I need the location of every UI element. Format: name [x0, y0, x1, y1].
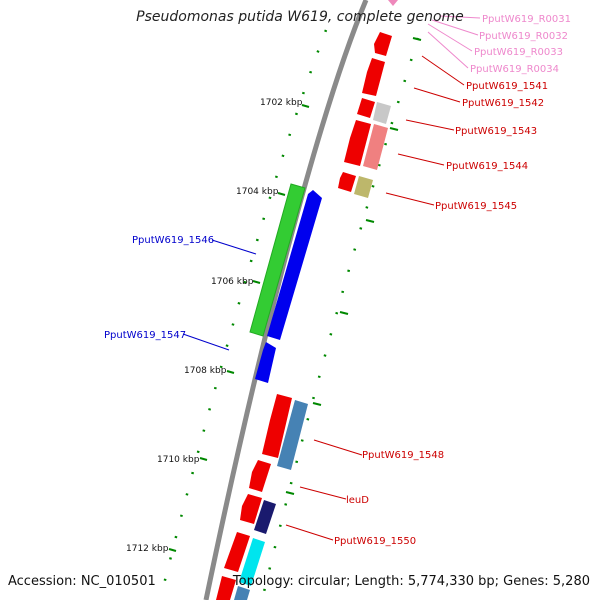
label-r0032: PputW619_R0032 — [479, 31, 568, 42]
leader-1542 — [413, 87, 461, 103]
feature-1544a[interactable] — [344, 120, 371, 166]
tick-outer-2 — [389, 127, 399, 131]
feature-leud-b[interactable] — [240, 494, 262, 524]
feature-1545b[interactable] — [354, 176, 373, 198]
label-1543: PputW619_1543 — [455, 126, 537, 137]
accession-text: Accession: NC_010501 — [8, 574, 156, 589]
leader-1543 — [405, 119, 455, 131]
feature-leud-c[interactable] — [254, 500, 276, 534]
label-r0033: PputW619_R0033 — [474, 47, 563, 58]
feature-1547b[interactable] — [255, 342, 276, 383]
feature-1550b[interactable] — [239, 538, 265, 586]
feature-bottom-b[interactable] — [234, 586, 250, 600]
leader-r0032 — [431, 19, 479, 36]
feature-1543b[interactable] — [373, 102, 391, 124]
feature-1550a[interactable] — [224, 532, 250, 572]
feature-bottom-a[interactable] — [216, 576, 236, 600]
label-1550: PputW619_1550 — [334, 536, 416, 547]
tick-outer-3 — [365, 219, 375, 223]
label-r0031: PputW619_R0031 — [482, 14, 571, 25]
tick-1708 — [226, 370, 235, 374]
tick-label-1702: 1702 kbp — [260, 98, 303, 108]
leader-1547 — [182, 333, 230, 351]
label-1544: PputW619_1544 — [446, 161, 528, 172]
leader-1550 — [285, 524, 334, 541]
tick-outer-4 — [339, 311, 349, 315]
forward-features — [249, 183, 322, 383]
tick-marks — [168, 37, 422, 552]
tick-label-1708: 1708 kbp — [184, 366, 227, 376]
reverse-features — [216, 0, 398, 600]
feature-rna-top[interactable] — [388, 0, 398, 6]
label-1545: PputW619_1545 — [435, 201, 517, 212]
feature-1548a[interactable] — [262, 394, 292, 458]
feature-1542[interactable] — [362, 58, 385, 96]
label-1541: PputW619_1541 — [466, 81, 548, 92]
tick-1712 — [168, 548, 177, 552]
leader-r0031 — [439, 15, 481, 19]
map-title: Pseudomonas putida W619, complete genome — [136, 9, 464, 25]
leader-1544 — [397, 153, 445, 166]
leader-1545 — [385, 192, 435, 206]
tick-label-1712: 1712 kbp — [126, 544, 169, 554]
summary-text: Topology: circular; Length: 5,774,330 bp… — [232, 574, 590, 589]
leader-r0034 — [427, 31, 469, 69]
leader-1546 — [211, 239, 257, 255]
leader-leud — [299, 486, 347, 500]
tick-1704 — [277, 192, 286, 196]
tick-1710 — [199, 457, 208, 461]
feature-leud-a[interactable] — [249, 460, 271, 492]
leader-r0033 — [427, 23, 473, 52]
tick-outer-6 — [285, 491, 295, 495]
tick-1706 — [252, 280, 261, 284]
feature-1541[interactable] — [374, 32, 392, 56]
tick-outer-5 — [312, 402, 322, 406]
tick-1702 — [301, 104, 310, 108]
tick-outer-1 — [412, 37, 422, 41]
tick-label-1710: 1710 kbp — [157, 455, 200, 465]
label-1542: PputW619_1542 — [462, 98, 544, 109]
label-1547: PputW619_1547 — [104, 330, 186, 341]
feature-1547a[interactable] — [267, 190, 322, 340]
label-leud: leuD — [346, 495, 369, 506]
feature-1544b[interactable] — [363, 124, 388, 170]
label-1548: PputW619_1548 — [362, 450, 444, 461]
tick-label-1704: 1704 kbp — [236, 187, 279, 197]
leader-1541 — [421, 55, 465, 86]
label-1546: PputW619_1546 — [132, 235, 214, 246]
feature-1543a[interactable] — [357, 98, 375, 118]
feature-1548b[interactable] — [277, 400, 308, 470]
label-r0034: PputW619_R0034 — [470, 64, 559, 75]
leader-1548 — [313, 439, 363, 456]
tick-label-1706: 1706 kbp — [211, 277, 254, 287]
feature-1546[interactable] — [249, 183, 306, 337]
feature-1545a[interactable] — [338, 172, 356, 192]
